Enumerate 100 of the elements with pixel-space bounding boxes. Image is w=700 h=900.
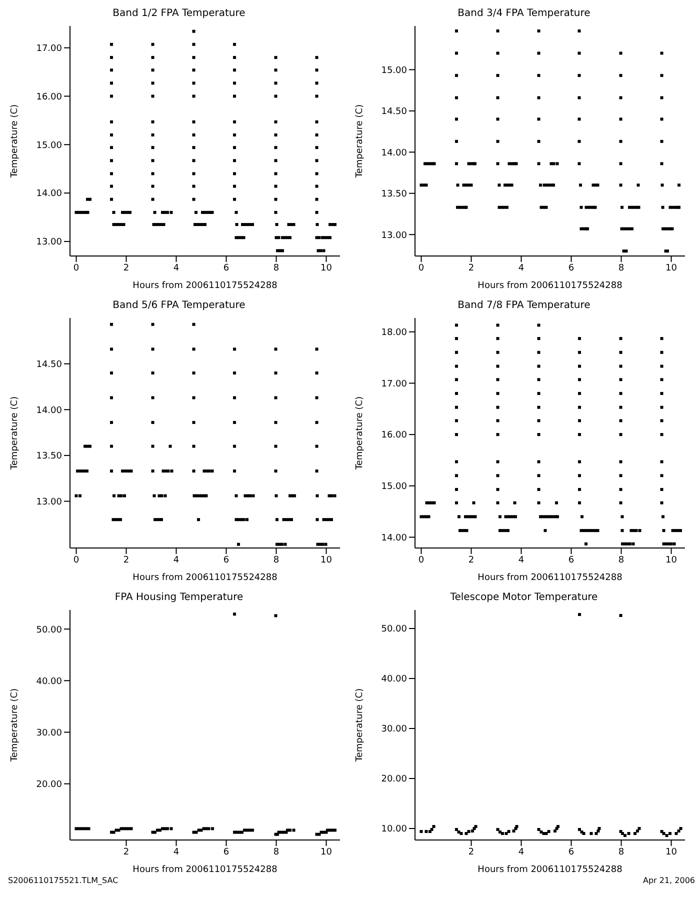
text: Apr 21, 2006 <box>642 876 695 885</box>
y-axis-title: Temperature (C) <box>355 688 366 763</box>
point <box>274 614 278 618</box>
point <box>547 830 550 833</box>
point <box>432 825 436 828</box>
point <box>457 830 460 834</box>
y-tick-label: 14.00 <box>381 533 408 544</box>
point <box>158 828 162 832</box>
x-tick-label: 2 <box>468 263 474 274</box>
x-tick-label: 10 <box>666 555 678 566</box>
y-tick-label: 40.00 <box>381 674 408 685</box>
x-tick-label: 4 <box>518 555 524 566</box>
x-tick-label: 4 <box>173 847 180 858</box>
y-tick-label: 50.00 <box>36 625 62 636</box>
x-tick-label: 8 <box>273 847 280 858</box>
point <box>112 830 116 834</box>
x-tick-label: 10 <box>666 847 678 858</box>
point <box>507 830 510 833</box>
chart-title: Telescope Motor Temperature <box>449 592 599 605</box>
point <box>130 827 133 830</box>
x-tick-label: 2 <box>123 555 130 566</box>
point <box>233 612 236 616</box>
point <box>578 613 581 616</box>
point <box>665 834 668 837</box>
point <box>467 830 470 833</box>
point <box>292 828 296 832</box>
x-tick-label: 4 <box>518 263 524 274</box>
point <box>496 828 500 831</box>
x-tick-label: 8 <box>273 263 280 274</box>
x-tick-label: 6 <box>223 847 230 858</box>
x-tick-label: 6 <box>568 847 574 858</box>
y-axis-title: Temperature (C) <box>355 396 366 471</box>
x-tick-label: 6 <box>568 263 574 274</box>
point <box>200 828 203 832</box>
chart-title: Band 5/6 FPA Temperature <box>112 300 246 313</box>
y-axis-title: Temperature (C) <box>10 104 20 179</box>
point <box>460 832 463 835</box>
x-tick-label: 8 <box>273 555 280 566</box>
chart-title: FPA Housing Temperature <box>114 592 244 605</box>
point <box>504 832 508 835</box>
x-axis-title: Hours from 2006110175524288 <box>478 281 623 291</box>
y-tick-label: 13.50 <box>381 190 408 200</box>
y-tick-label: 14.00 <box>36 406 62 416</box>
x-tick-label: 8 <box>618 263 624 274</box>
y-axis-title: Temperature (C) <box>355 104 366 179</box>
chart-title: Band 1/2 FPA Temperature <box>112 8 246 21</box>
x-tick-label: 6 <box>568 555 574 566</box>
x-tick-label: 2 <box>468 555 474 566</box>
point <box>619 614 622 617</box>
y-tick-label: 15.00 <box>381 66 408 76</box>
x-tick-label: 10 <box>320 555 332 566</box>
x-axis-title: Hours from 2006110175524288 <box>132 281 278 291</box>
x-tick-label: 4 <box>518 847 524 858</box>
y-tick-label: 14.00 <box>381 148 408 158</box>
x-tick-label: 8 <box>618 847 624 858</box>
y-tick-label: 18.00 <box>381 328 408 338</box>
x-axis-title: Hours from 2006110175524288 <box>478 573 623 583</box>
y-tick-label: 13.50 <box>36 452 62 462</box>
y-tick-label: 14.00 <box>36 189 62 200</box>
text: S2006110175521.TLM_SAC <box>8 876 120 885</box>
x-tick-label: 6 <box>223 555 230 566</box>
x-tick-label: 0 <box>73 555 80 566</box>
y-tick-label: 17.00 <box>381 379 408 390</box>
y-tick-label: 13.00 <box>36 497 62 508</box>
point <box>512 830 516 832</box>
y-tick-label: 50.00 <box>381 624 408 635</box>
point <box>674 832 678 835</box>
y-tick-label: 40.00 <box>36 676 62 687</box>
point <box>638 827 641 830</box>
point <box>627 832 630 835</box>
point <box>679 827 682 830</box>
x-tick-label: 0 <box>418 555 424 566</box>
x-axis-title: Hours from 2006110175524288 <box>478 865 623 875</box>
point <box>598 827 601 830</box>
point <box>87 827 90 830</box>
point <box>594 832 598 835</box>
point <box>590 832 593 835</box>
y-tick-label: 20.00 <box>36 780 62 790</box>
y-tick-label: 14.50 <box>36 360 62 370</box>
point <box>207 827 210 830</box>
point <box>537 828 540 831</box>
y-axis-title: Temperature (C) <box>10 396 20 471</box>
y-tick-label: 30.00 <box>381 724 408 735</box>
x-tick-label: 10 <box>666 263 678 274</box>
y-tick-label: 17.00 <box>36 44 62 54</box>
y-tick-label: 14.50 <box>381 107 408 118</box>
point <box>464 832 468 835</box>
y-tick-label: 16.00 <box>381 430 408 441</box>
x-axis-title: Hours from 2006110175524288 <box>132 573 278 583</box>
y-tick-label: 15.00 <box>381 482 408 492</box>
y-tick-label: 15.00 <box>36 140 62 151</box>
y-axis-title: Temperature (C) <box>10 688 20 763</box>
point <box>194 830 198 834</box>
point <box>677 830 680 832</box>
y-tick-label: 30.00 <box>36 728 62 738</box>
point <box>211 827 214 830</box>
x-tick-label: 10 <box>320 263 332 274</box>
x-tick-label: 2 <box>123 263 130 274</box>
point <box>154 830 156 834</box>
chart-title: Band 3/4 FPA Temperature <box>456 8 592 21</box>
